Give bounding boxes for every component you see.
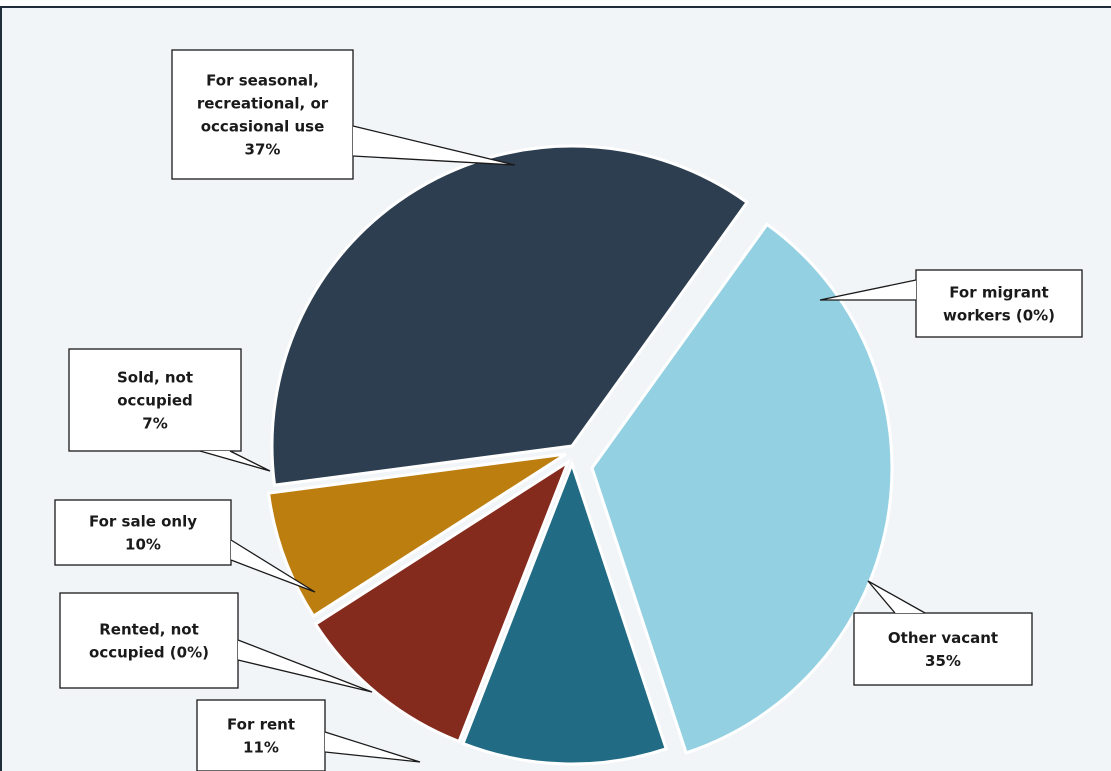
pie-slice-sold-not-occupied: [266, 452, 567, 619]
pie-slice-for-rent: [461, 459, 669, 766]
callout-label-line: 11%: [243, 739, 279, 757]
callout-label-line: occupied (0%): [89, 644, 209, 662]
callout-label-line: 35%: [925, 652, 961, 670]
callout-leader-line: [867, 580, 926, 614]
callout-label-line: Sold, not: [117, 369, 193, 387]
callout-label-line: recreational, or: [197, 95, 329, 113]
callout-box: [54, 499, 232, 566]
callout-label-line: Rented, not: [99, 621, 199, 639]
callout-leader-line: [819, 279, 917, 301]
callout-label-line: For migrant: [949, 284, 1048, 302]
callout-label-line: For rent: [227, 716, 295, 734]
pie-slice-for-sale-only: [313, 458, 572, 744]
pie-slice-for-seasonal-recreational-or-occasional-use: [270, 144, 750, 487]
callout-box: [196, 699, 326, 771]
callout-box: [59, 592, 239, 689]
callout-label-line: 7%: [142, 415, 167, 433]
callout-box: [915, 269, 1083, 338]
callout-sold-not-occupied: Sold, not occupied 7%: [68, 348, 271, 472]
callout-leader-line: [237, 639, 373, 693]
callout-other-vacant: Other vacant 35%: [853, 580, 1033, 686]
callout-leader-line: [352, 125, 516, 166]
callout-for-migrant-workers: For migrant workers (0%): [819, 269, 1083, 338]
callout-for-sale-only: For sale only 10%: [54, 499, 316, 593]
pie-slice-other-vacant: [590, 222, 894, 755]
callout-label-line: workers (0%): [943, 307, 1055, 325]
callout-leader-line: [324, 731, 421, 763]
callout-label-line: 37%: [245, 141, 281, 159]
callout-box: [853, 612, 1033, 686]
callout-leader-line: [199, 450, 271, 472]
callout-label-line: Other vacant: [888, 629, 998, 647]
callout-for-rent: For rent 11%: [196, 699, 421, 771]
callout-label-line: occasional use: [201, 118, 325, 136]
callout-label-line: occupied: [117, 392, 193, 410]
callout-box: [68, 348, 242, 452]
callout-label-line: 10%: [125, 536, 161, 554]
callout-for-seasonal-recreational-or-occasional-use: For seasonal, recreational, or occasional …: [171, 49, 516, 180]
callout-box: [171, 49, 354, 180]
callout-leader-line: [230, 539, 316, 593]
callout-label-line: For sale only: [89, 513, 197, 531]
callout-label-line: For seasonal,: [206, 72, 319, 90]
callout-rented-not-occupied: Rented, not occupied (0%): [59, 592, 373, 693]
